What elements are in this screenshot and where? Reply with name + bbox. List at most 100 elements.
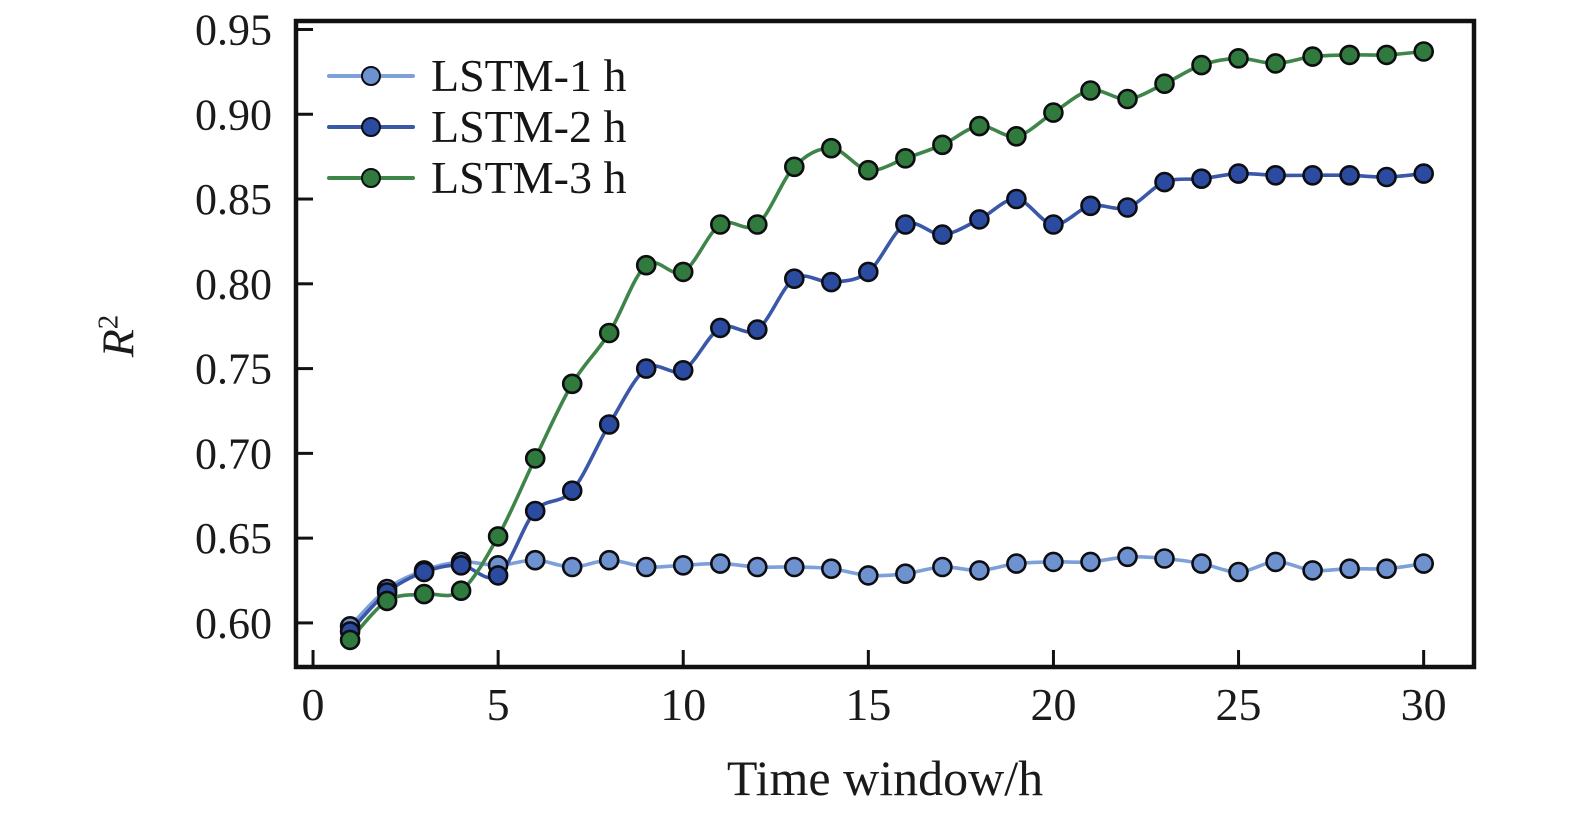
data-point bbox=[895, 214, 916, 235]
data-point bbox=[450, 580, 472, 602]
data-point bbox=[1191, 553, 1212, 574]
data-point bbox=[709, 317, 731, 339]
data-point bbox=[1006, 553, 1027, 574]
y-tick-label: 0.65 bbox=[195, 514, 272, 563]
data-point bbox=[487, 526, 509, 547]
data-point bbox=[450, 554, 472, 576]
data-point bbox=[376, 590, 398, 612]
data-point bbox=[672, 359, 694, 381]
x-tick-label: 10 bbox=[660, 679, 706, 730]
data-point bbox=[1117, 197, 1138, 218]
data-point bbox=[1043, 102, 1064, 123]
data-point bbox=[1376, 44, 1397, 66]
data-point bbox=[783, 268, 805, 290]
data-point bbox=[672, 261, 694, 283]
data-point bbox=[1080, 80, 1101, 101]
data-point bbox=[1413, 41, 1434, 62]
data-point bbox=[932, 134, 953, 156]
x-axis-tick-labels: 0 5 10 15 20 25 30 bbox=[302, 679, 1447, 730]
plot-border bbox=[293, 18, 1477, 670]
data-point bbox=[1339, 44, 1360, 66]
x-tick-label: 25 bbox=[1216, 679, 1262, 730]
data-point bbox=[413, 561, 435, 583]
legend-marker-lstm-1h-icon bbox=[327, 65, 415, 87]
data-point bbox=[1302, 165, 1323, 186]
legend-marker-lstm-2h-icon bbox=[327, 116, 415, 138]
data-point bbox=[1302, 560, 1323, 581]
data-point bbox=[1043, 551, 1064, 573]
y-axis-ticks bbox=[298, 27, 313, 625]
data-point bbox=[1154, 171, 1175, 193]
data-point bbox=[635, 254, 657, 276]
data-point bbox=[1413, 163, 1434, 184]
data-point bbox=[820, 271, 842, 293]
legend-item-lstm-1h: LSTM-1 h bbox=[327, 50, 627, 101]
data-point bbox=[1191, 168, 1212, 189]
data-point bbox=[709, 214, 731, 235]
legend-item-lstm-2h: LSTM-2 h bbox=[327, 101, 627, 152]
data-point bbox=[1006, 126, 1027, 147]
data-point bbox=[672, 554, 694, 576]
y-tick-label: 0.60 bbox=[195, 599, 272, 648]
y-axis-title: R2 bbox=[92, 314, 144, 358]
data-point bbox=[1228, 561, 1249, 583]
data-point bbox=[1006, 188, 1027, 210]
series-markers-lstm-1-h bbox=[339, 546, 1434, 637]
data-point bbox=[598, 414, 620, 435]
data-point bbox=[413, 583, 435, 605]
x-axis-title: Time window/h bbox=[726, 750, 1044, 806]
data-point bbox=[339, 629, 361, 651]
data-point bbox=[524, 500, 546, 522]
data-point bbox=[1117, 546, 1138, 568]
data-point bbox=[635, 358, 657, 379]
data-point bbox=[746, 319, 768, 340]
data-point bbox=[561, 556, 583, 578]
data-point bbox=[783, 556, 805, 578]
data-point bbox=[1080, 551, 1101, 573]
data-point bbox=[709, 553, 731, 574]
data-point bbox=[1413, 553, 1434, 574]
data-point bbox=[1043, 214, 1064, 235]
x-tick-label: 0 bbox=[302, 679, 325, 730]
data-point bbox=[857, 261, 879, 283]
data-point bbox=[1339, 558, 1360, 580]
data-point bbox=[969, 115, 990, 137]
data-point bbox=[524, 448, 546, 469]
x-tick-label: 20 bbox=[1030, 679, 1076, 730]
x-tick-label: 5 bbox=[487, 679, 510, 730]
data-point bbox=[598, 549, 620, 571]
data-point bbox=[487, 565, 509, 586]
legend-label-lstm-2h: LSTM-2 h bbox=[431, 100, 627, 152]
y-tick-label: 0.90 bbox=[195, 90, 272, 139]
x-tick-label: 30 bbox=[1401, 679, 1447, 730]
legend-dot-sample bbox=[361, 167, 381, 188]
data-point bbox=[895, 148, 916, 169]
data-point bbox=[1265, 165, 1286, 186]
data-point bbox=[598, 322, 620, 344]
data-point bbox=[820, 558, 842, 580]
y-tick-label: 0.70 bbox=[195, 429, 272, 478]
data-point bbox=[857, 159, 879, 181]
data-point bbox=[524, 549, 546, 571]
data-point bbox=[1191, 54, 1212, 76]
legend-label-lstm-1h: LSTM-1 h bbox=[431, 49, 627, 101]
data-point bbox=[1080, 195, 1101, 217]
data-point bbox=[1339, 165, 1360, 186]
series-line-lstm-1-h bbox=[348, 554, 1426, 629]
legend-dot-sample bbox=[361, 65, 381, 86]
data-point bbox=[1228, 47, 1249, 69]
y-tick-label: 0.80 bbox=[195, 260, 272, 309]
legend-marker-lstm-3h-icon bbox=[327, 167, 415, 189]
data-point bbox=[1265, 551, 1286, 573]
data-point bbox=[820, 137, 842, 159]
data-point bbox=[1117, 88, 1138, 110]
data-point bbox=[857, 565, 879, 586]
data-point bbox=[635, 556, 657, 578]
x-axis-ticks bbox=[311, 650, 1426, 665]
y-tick-label: 0.75 bbox=[195, 345, 272, 394]
data-point bbox=[1265, 53, 1286, 74]
data-point bbox=[969, 560, 990, 581]
data-point bbox=[895, 563, 916, 585]
